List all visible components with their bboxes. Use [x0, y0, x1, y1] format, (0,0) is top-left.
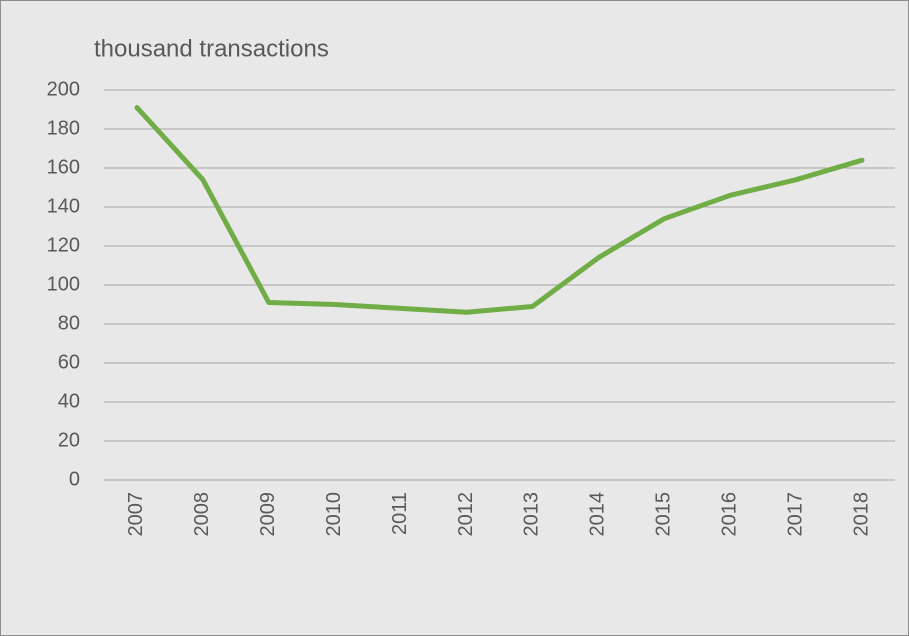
y-tick-label: 160 — [47, 156, 80, 178]
y-tick-label: 40 — [58, 390, 80, 412]
x-tick-label: 2015 — [653, 492, 675, 537]
y-tick-label: 120 — [47, 234, 80, 256]
y-tick-label: 100 — [47, 273, 80, 295]
x-tick-label: 2008 — [191, 492, 213, 537]
x-tick-label: 2010 — [323, 492, 345, 537]
y-tick-label: 0 — [69, 468, 80, 490]
x-tick-label: 2007 — [125, 492, 147, 537]
x-tick-label: 2013 — [521, 492, 543, 537]
y-tick-label: 80 — [58, 312, 80, 334]
x-tick-label: 2012 — [455, 492, 477, 537]
y-tick-label: 180 — [47, 117, 80, 139]
x-tick-label: 2016 — [718, 492, 740, 537]
y-axis-label: thousand transactions — [94, 35, 329, 62]
y-tick-label: 200 — [47, 78, 80, 100]
x-tick-label: 2009 — [257, 492, 279, 537]
y-tick-label: 140 — [47, 195, 80, 217]
data-line — [134, 105, 865, 315]
x-tick-label: 2018 — [850, 492, 872, 537]
x-tick-label: 2017 — [784, 492, 806, 537]
x-tick-label: 2014 — [587, 492, 609, 537]
x-tick-label: 2011 — [389, 492, 411, 535]
y-tick-label: 60 — [58, 351, 80, 373]
y-tick-label: 20 — [58, 429, 80, 451]
